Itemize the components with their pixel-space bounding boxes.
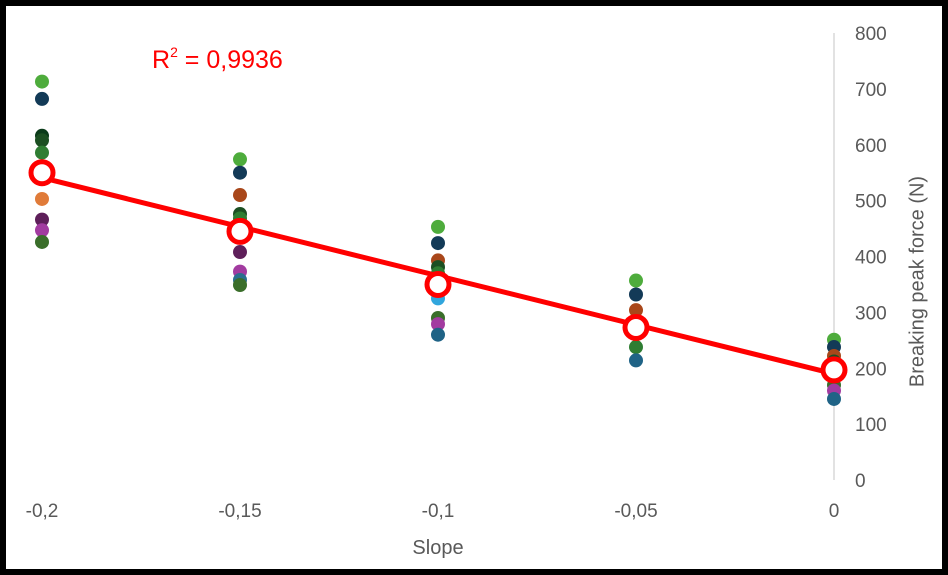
data-point <box>233 152 247 167</box>
data-point <box>629 273 643 288</box>
data-point <box>233 277 247 292</box>
data-point <box>35 223 49 238</box>
data-point <box>35 133 49 148</box>
mean-marker <box>226 217 254 245</box>
y-tick-label: 800 <box>855 24 887 45</box>
data-point <box>629 287 643 302</box>
y-tick-label: 700 <box>855 80 887 101</box>
data-points <box>35 74 841 406</box>
r2-superscript: 2 <box>170 44 178 60</box>
data-point <box>431 327 445 342</box>
x-axis-title: Slope <box>412 537 463 559</box>
x-tick-label: -0,1 <box>422 501 455 522</box>
data-point <box>35 191 49 206</box>
mean-marker <box>622 313 650 341</box>
data-point <box>233 245 247 260</box>
y-tick-label: 100 <box>855 415 887 436</box>
y-tick-label: 500 <box>855 192 887 213</box>
data-point <box>35 212 49 227</box>
data-point <box>233 165 247 180</box>
data-point <box>629 340 643 355</box>
x-tick-label: -0,05 <box>614 501 657 522</box>
r2-symbol: R <box>152 46 170 74</box>
data-point <box>35 91 49 106</box>
data-point <box>35 74 49 89</box>
y-tick-label: 200 <box>855 359 887 380</box>
data-point <box>233 188 247 203</box>
mean-marker <box>820 356 848 384</box>
mean-marker <box>28 159 56 187</box>
mean-markers <box>28 159 848 384</box>
y-tick-label: 600 <box>855 136 887 157</box>
r2-value: = 0,9936 <box>178 46 283 74</box>
x-tick-label: 0 <box>829 501 840 522</box>
y-axis-title: Breaking peak force (N) <box>906 176 928 387</box>
data-point <box>35 234 49 249</box>
tick-labels: 0 100 200 300 400 500 600 700 800 -0,2 -0,15 -0,1 -0… <box>26 24 887 522</box>
r-squared-annotation: R2 = 0,9936 <box>152 44 283 74</box>
data-point <box>431 219 445 234</box>
data-point <box>431 317 445 332</box>
data-point <box>629 303 643 318</box>
x-tick-label: -0,2 <box>26 501 59 522</box>
data-point <box>629 353 643 368</box>
data-point <box>431 236 445 251</box>
x-tick-label: -0,15 <box>218 501 261 522</box>
mean-marker <box>424 270 452 298</box>
y-tick-label: 0 <box>855 471 866 492</box>
y-tick-label: 400 <box>855 248 887 269</box>
y-tick-label: 300 <box>855 303 887 324</box>
data-point <box>35 145 49 160</box>
data-point <box>827 391 841 406</box>
